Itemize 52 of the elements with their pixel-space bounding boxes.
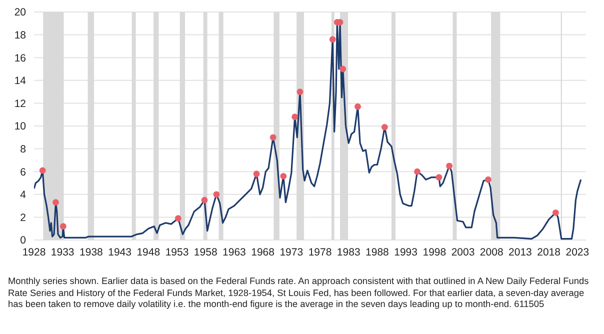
point: [340, 66, 346, 72]
point: [354, 103, 361, 110]
x-tick-label: 1993: [394, 246, 418, 258]
point: [174, 215, 182, 222]
x-tick-label: 1928: [22, 246, 46, 258]
y-tick-label: 10: [14, 120, 26, 133]
y-tick-label: 2: [20, 212, 26, 224]
x-tick-label: 1988: [366, 246, 390, 258]
y-tick-label: 0: [20, 234, 26, 247]
point: [60, 223, 66, 230]
x-tick-label: 2023: [566, 246, 590, 258]
text: Monthly series shown. Earlier data is based on the Federal Funds rate. An approach consistent with that outlined in A New Daily Federal Funds Rate Series and History of the Federal Funds Market, 1928-1954, St Louis Fed, has been followed. For that earlier data, a seven-day average has been taken to remove daily volatility i.e. the month-end figure is the average in the seven days leading up to month-end. 611505: [8, 276, 590, 310]
x-tick-label: 2008: [480, 246, 504, 258]
x-tick-label: 1963: [222, 246, 246, 258]
x-tick-label: 1968: [251, 246, 275, 258]
point: [270, 134, 276, 141]
point: [52, 199, 59, 206]
x-tick-label: 1973: [280, 246, 304, 258]
y-tick-label: 6: [20, 166, 26, 178]
point: [552, 209, 559, 216]
x-tick-label: 1998: [422, 246, 446, 258]
y-tick-label: 14: [14, 75, 26, 88]
x-tick-label: 1943: [108, 246, 132, 258]
y-tick-label: 12: [14, 98, 26, 110]
point: [381, 124, 388, 130]
point: [484, 176, 492, 183]
point: [280, 172, 287, 180]
x-tick-label: 1978: [308, 246, 332, 258]
x-tick-label: 1958: [194, 246, 218, 258]
x-tick-label: 1938: [80, 246, 104, 258]
point: [446, 162, 452, 170]
point: [253, 170, 260, 178]
y-tick-label: 18: [14, 30, 26, 42]
y-tick-label: 20: [14, 6, 26, 19]
point: [296, 88, 304, 95]
point: [329, 36, 336, 43]
point: [213, 191, 220, 198]
y-tick-label: 8: [20, 144, 26, 156]
point: [414, 168, 420, 175]
point: [39, 167, 46, 174]
x-tick-label: 1953: [165, 246, 189, 258]
x-tick-label: 2003: [451, 246, 475, 258]
y-tick-label: 16: [14, 52, 26, 64]
point: [292, 114, 298, 120]
x-tick-label: 1933: [50, 246, 74, 258]
x-tick-label: 1948: [136, 246, 160, 258]
x-tick-label: 1983: [336, 246, 360, 258]
point: [201, 196, 208, 204]
y-tick-label: 4: [20, 189, 26, 202]
point: [436, 174, 442, 180]
x-tick-label: 2018: [537, 246, 561, 258]
x-tick-label: 2013: [508, 246, 532, 258]
